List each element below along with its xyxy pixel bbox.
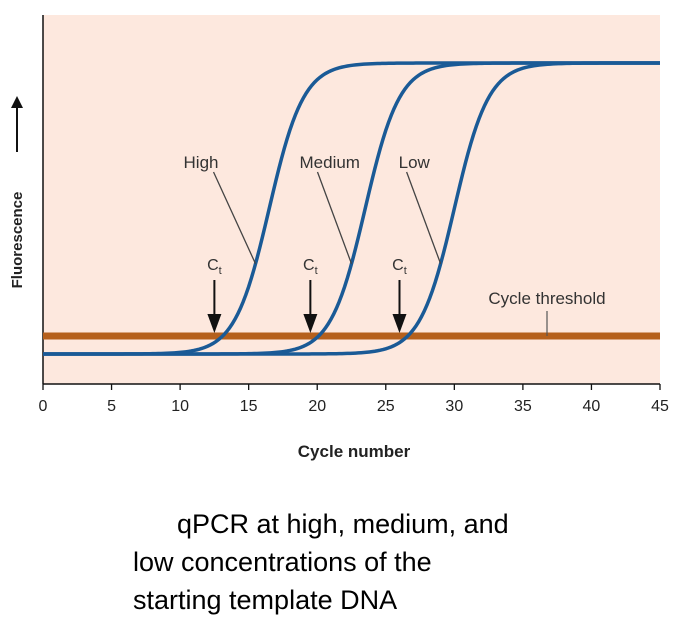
y-axis-arrow-head [11,96,23,108]
y-axis-title-group: Fluorescence [9,96,26,288]
x-tick-label: 15 [240,398,258,415]
caption-line-3: starting template DNA [133,585,398,615]
curve-label-low: Low [399,153,431,172]
x-tick-label: 10 [171,398,189,415]
y-axis-title: Fluorescence [9,192,26,289]
ct-label: Ct [303,257,318,277]
ct-label: Ct [392,257,407,277]
figure-caption: qPCR at high, medium, and low concentrat… [133,505,653,619]
ct-label: Ct [207,257,222,277]
x-tick-label: 45 [651,398,669,415]
curve-leader-high [212,171,257,265]
caption-line-2: low concentrations of the [133,547,432,577]
curve-leader-medium [316,171,353,265]
x-tick-label: 5 [107,398,116,415]
ct-arrow-head [392,314,407,333]
curve-label-high: High [184,153,219,172]
x-tick-label: 20 [308,398,326,415]
threshold-label: Cycle threshold [488,289,605,308]
curve-leader-low [406,171,442,265]
ct-subscript: t [315,265,318,277]
curve-low [43,61,660,356]
x-tick-label: 0 [39,398,48,415]
x-tick-label: 25 [377,398,395,415]
ct-arrow-head [303,314,318,333]
x-tick-label: 40 [583,398,601,415]
ct-subscript: t [219,265,222,277]
ct-subscript: t [404,265,407,277]
x-tick-label: 30 [445,398,463,415]
x-tick-label: 35 [514,398,532,415]
ct-arrow-head [207,314,222,333]
caption-line-1: qPCR at high, medium, and [177,509,509,539]
plot-background [43,15,660,384]
x-axis-title: Cycle number [298,442,411,461]
curve-label-medium: Medium [300,153,360,172]
